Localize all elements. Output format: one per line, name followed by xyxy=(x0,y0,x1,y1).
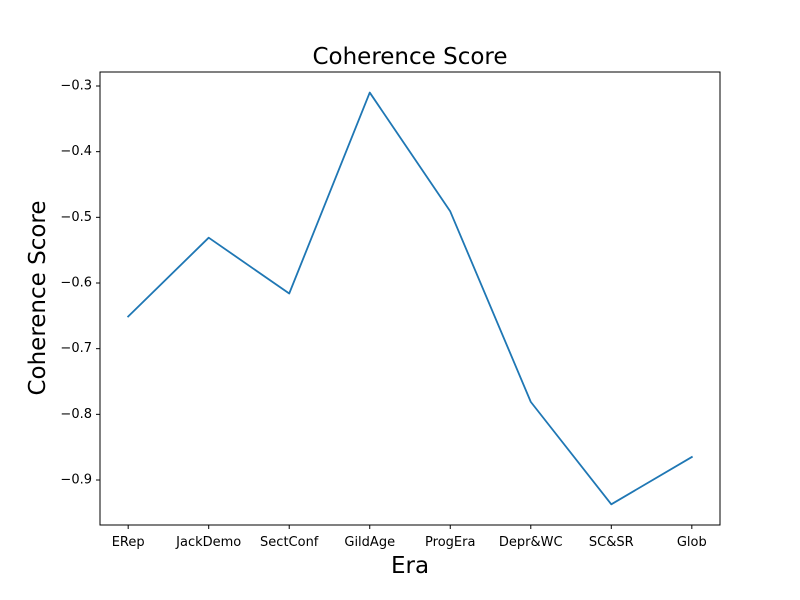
y-tick-label: −0.3 xyxy=(60,78,92,93)
y-tick-label: −0.5 xyxy=(60,210,92,225)
chart-title: Coherence Score xyxy=(312,44,507,70)
x-tick-label: ProgEra xyxy=(425,535,475,550)
y-tick-label: −0.9 xyxy=(60,473,92,488)
x-tick-label: JackDemo xyxy=(175,535,241,550)
x-tick-label: Glob xyxy=(677,535,707,550)
y-axis-label: Coherence Score xyxy=(25,200,51,395)
x-axis: ERep JackDemo SectConf GildAge ProgEra Depr&W… xyxy=(112,525,707,550)
y-tick-label: −0.6 xyxy=(60,276,92,291)
y-tick-label: −0.4 xyxy=(60,144,92,159)
series-line-0 xyxy=(126,91,694,506)
x-tick-label: SectConf xyxy=(260,535,319,550)
plot-frame xyxy=(99,71,721,526)
x-tick-label: SC&SR xyxy=(589,535,634,550)
x-tick-label: ERep xyxy=(112,535,145,550)
x-tick-label: GildAge xyxy=(344,535,395,550)
plot-area xyxy=(99,71,721,526)
y-tick-label: −0.8 xyxy=(60,407,92,422)
y-tick-label: −0.7 xyxy=(60,341,92,356)
y-axis: −0.3 −0.4 −0.5 −0.6 −0.7 −0.8 −0.9 xyxy=(60,78,100,488)
x-axis-label: Era xyxy=(391,553,429,579)
x-tick-label: Depr&WC xyxy=(499,535,563,550)
